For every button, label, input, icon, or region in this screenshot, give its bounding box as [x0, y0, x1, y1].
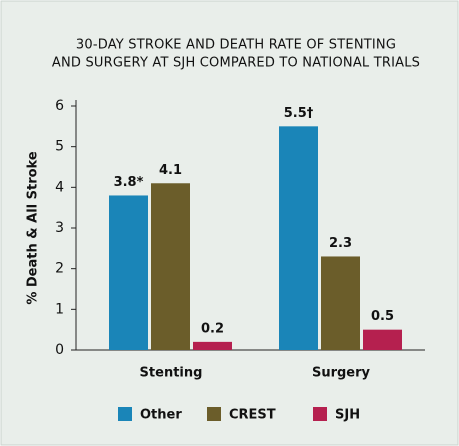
value-label: 5.5†: [284, 106, 314, 121]
y-tick-label: 4: [55, 179, 64, 195]
x-tick-label: Stenting: [140, 366, 203, 381]
y-tick-label: 2: [55, 261, 64, 277]
value-label: 4.1: [159, 163, 182, 178]
bar: [109, 195, 148, 350]
chart-title: 30-DAY STROKE AND DEATH RATE OF STENTING: [76, 38, 396, 53]
legend-label: Other: [140, 408, 182, 423]
y-tick-label: 1: [55, 301, 64, 317]
y-tick-label: 6: [55, 98, 64, 114]
legend-label: SJH: [335, 408, 360, 423]
y-tick-label: 3: [55, 220, 64, 236]
value-label: 3.8*: [114, 175, 144, 190]
value-label: 0.2: [201, 321, 224, 336]
bar: [321, 256, 360, 350]
value-label: 0.5: [371, 309, 394, 324]
y-axis-label: % Death & All Stroke: [26, 151, 41, 305]
legend-swatch: [313, 407, 327, 421]
legend-swatch: [207, 407, 221, 421]
bar: [363, 329, 402, 350]
bar: [279, 126, 318, 350]
chart-title: AND SURGERY AT SJH COMPARED TO NATIONAL …: [52, 56, 420, 71]
bar: [151, 183, 190, 350]
bar: [193, 341, 232, 350]
x-tick-label: Surgery: [312, 366, 371, 381]
legend-label: CREST: [229, 408, 276, 423]
legend-swatch: [118, 407, 132, 421]
value-label: 2.3: [329, 236, 352, 251]
y-tick-label: 5: [55, 139, 64, 155]
y-tick-label: 0: [55, 342, 64, 358]
